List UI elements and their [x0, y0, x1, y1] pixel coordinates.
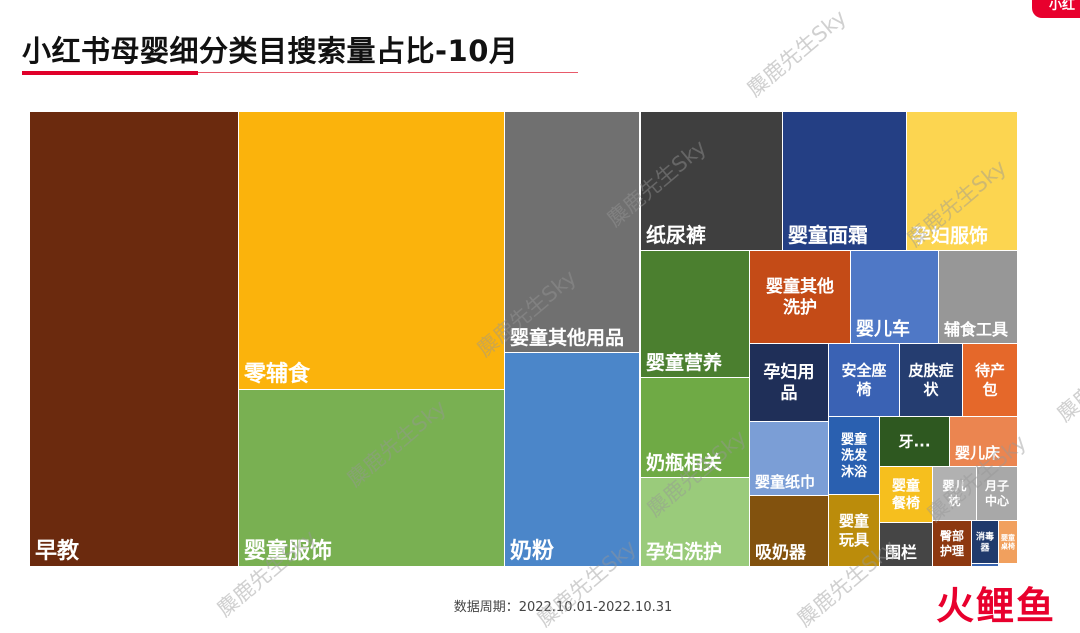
treemap-cell — [505, 353, 639, 566]
treemap-cell-label: 月子中心 — [984, 479, 1009, 508]
treemap-cell — [907, 112, 1017, 250]
treemap-cell — [963, 344, 1017, 416]
treemap-cell — [750, 344, 828, 421]
treemap-cell — [750, 496, 828, 566]
treemap-cell — [880, 523, 932, 566]
treemap-cell-label: 婴童餐椅 — [891, 477, 920, 512]
treemap-cell-label: 婴童桌椅 — [1000, 533, 1015, 551]
treemap-cell-label: 婴儿枕 — [942, 479, 966, 508]
treemap-cell — [880, 417, 949, 466]
treemap-cell-label: 婴童营养 — [646, 351, 722, 374]
treemap-cell-label: 围栏 — [885, 543, 917, 562]
treemap-cell — [829, 495, 879, 566]
treemap-cell — [641, 251, 749, 377]
brand-logo: 火鲤鱼 — [935, 584, 1056, 628]
treemap-cell — [505, 112, 639, 352]
treemap-cell-label: 零辅食 — [243, 361, 311, 387]
treemap-cell-label: 奶瓶相关 — [646, 451, 722, 474]
page-title: 小红书母婴细分类目搜索量占比-10月 — [22, 34, 519, 68]
treemap-cell — [239, 390, 504, 566]
treemap-cell — [977, 467, 1017, 520]
treemap-cell — [933, 467, 976, 520]
treemap-cell — [641, 112, 782, 250]
treemap-cell-label: 待产包 — [975, 362, 1005, 399]
treemap-cell — [950, 417, 1017, 466]
treemap-cell-label: 牙... — [898, 432, 930, 450]
corner-badge: 小红 — [1032, 0, 1080, 18]
treemap-cell-label: 早教 — [35, 538, 80, 564]
treemap-cell-label: 婴儿床 — [955, 444, 1001, 462]
treemap-cell — [880, 467, 932, 522]
treemap-cell — [30, 112, 238, 566]
treemap-cell — [829, 417, 879, 494]
treemap-cell — [641, 378, 749, 477]
treemap-cell-label: 皮肤症状 — [908, 362, 953, 399]
title-underline — [22, 72, 578, 73]
treemap-cell-label: 孕妇服饰 — [912, 224, 988, 247]
treemap-cell-label: 吸奶器 — [755, 542, 807, 563]
treemap-cell-label: 婴童纸巾 — [755, 473, 815, 491]
treemap-cell — [972, 521, 998, 563]
treemap-cell-label: 孕妇洗护 — [646, 540, 722, 563]
treemap-cell — [239, 112, 504, 389]
treemap-cell — [851, 251, 938, 343]
treemap-cell — [750, 422, 828, 495]
treemap-cell — [999, 521, 1017, 563]
treemap-cell-label: 婴童洗发沐浴 — [841, 431, 868, 480]
treemap-cell — [641, 478, 749, 566]
treemap-cell-label: 安全座椅 — [841, 362, 886, 399]
treemap-cell-label: 消毒器 — [976, 530, 994, 553]
treemap-cell — [972, 564, 998, 566]
treemap-cell — [829, 344, 899, 416]
treemap-cell — [783, 112, 906, 250]
treemap-cell-label: 婴童其他洗护 — [766, 276, 834, 318]
treemap-cell-label: 纸尿裤 — [646, 223, 706, 247]
treemap-cell-label: 婴儿车 — [856, 318, 910, 340]
treemap-cell — [900, 344, 962, 416]
title-accent-bar — [22, 71, 198, 75]
treemap-cell — [750, 251, 850, 343]
treemap-cell-label: 奶粉 — [510, 538, 554, 564]
treemap-cell-label: 臀部护理 — [940, 528, 964, 558]
treemap-cell-label: 婴童玩具 — [839, 512, 869, 549]
treemap-cell-label: 婴童面霜 — [788, 223, 868, 247]
treemap-cell — [939, 251, 1017, 343]
data-period: 数据周期：2022.10.01-2022.10.31 — [453, 600, 673, 615]
treemap-cell-label: 辅食工具 — [944, 320, 1008, 339]
treemap-cell-label: 孕妇用品 — [764, 361, 815, 403]
treemap-cell-label: 婴童其他用品 — [510, 326, 624, 349]
treemap-cell-label: 婴童服饰 — [244, 538, 332, 564]
treemap-cell — [933, 521, 971, 566]
